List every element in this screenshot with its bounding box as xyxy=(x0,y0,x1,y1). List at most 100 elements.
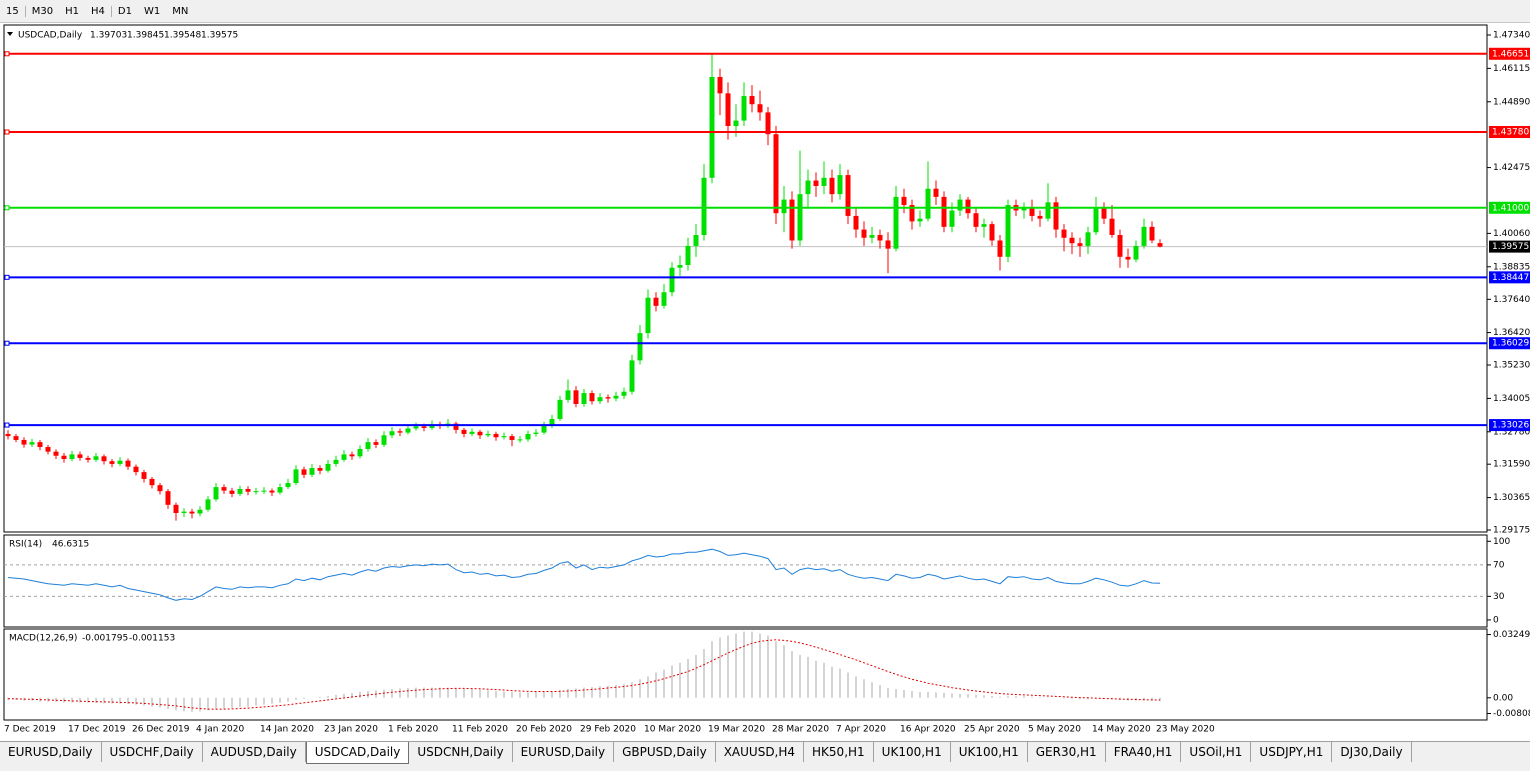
timeframe-button[interactable]: M30 xyxy=(24,5,59,17)
candle-body xyxy=(149,478,155,486)
candle-body xyxy=(581,393,587,404)
chart-tab[interactable]: HK50,H1 xyxy=(804,742,874,762)
chart-tab[interactable]: DJ30,Daily xyxy=(1332,742,1412,762)
candle-body xyxy=(229,490,235,494)
y-tick-label: 1.37640 xyxy=(1493,295,1530,305)
level-handle xyxy=(4,129,10,135)
candle-body xyxy=(157,485,163,492)
candle-body xyxy=(1069,237,1075,244)
candle-body xyxy=(325,463,331,471)
y-tick-label: 1.32780 xyxy=(1493,427,1530,437)
candle-body xyxy=(21,439,27,445)
candle-body xyxy=(949,210,955,227)
x-tick-label: 5 May 2020 xyxy=(1028,725,1081,735)
candle-body xyxy=(637,333,643,361)
level-label-box xyxy=(1489,126,1530,139)
timeframe-button[interactable]: W1 xyxy=(143,5,161,17)
y-tick-label: 1.29175 xyxy=(1493,526,1530,536)
chart-tab[interactable]: USDCHF,Daily xyxy=(102,742,203,762)
candle-body xyxy=(853,215,859,230)
indicator-value: -0.001795 xyxy=(82,634,128,644)
candle-body xyxy=(301,469,307,475)
header-price: 1.39548 xyxy=(164,31,201,41)
chart-tabs: EURUSD,Daily USDCHF,Daily AUDUSD,Daily USDC… xyxy=(0,741,1530,771)
candle-body xyxy=(1125,256,1131,260)
candle-body xyxy=(453,423,459,430)
chart-tab[interactable]: USDCAD,Daily xyxy=(305,742,410,764)
header-price: 1.39703 xyxy=(90,31,127,41)
candle-body xyxy=(333,459,339,464)
x-tick-label: 10 Mar 2020 xyxy=(644,725,701,735)
candle-body xyxy=(749,96,755,105)
chart-tab[interactable]: GBPUSD,Daily xyxy=(614,742,716,762)
candle-body xyxy=(13,436,19,440)
candle-body xyxy=(797,194,803,241)
chart-tab[interactable]: USDJPY,H1 xyxy=(1251,742,1333,762)
candle-body xyxy=(957,199,963,211)
chart-window: 1.47340 1.46115 1.44890 1.42475 1.40060 1.388… xyxy=(3,24,1530,735)
chart-tab[interactable]: UK100,H1 xyxy=(874,742,951,762)
candle-body xyxy=(597,397,603,402)
chart-tab[interactable]: USDCNH,Daily xyxy=(409,742,513,762)
candle-body xyxy=(1141,226,1147,246)
candle-body xyxy=(101,456,107,462)
chart-tab[interactable]: EURUSD,Daily xyxy=(513,742,615,762)
y-tick-label: 1.31590 xyxy=(1493,460,1530,470)
candle-body xyxy=(165,491,171,505)
candle-body xyxy=(1005,205,1011,257)
chart-tab[interactable]: EURUSD,Daily xyxy=(0,742,102,762)
x-tick-label: 4 Jan 2020 xyxy=(196,725,244,735)
candle-body xyxy=(533,432,539,434)
candle-body xyxy=(741,96,747,121)
candle-body xyxy=(501,436,507,438)
level-label-box xyxy=(1489,47,1530,60)
candle-body xyxy=(1037,215,1043,219)
indicator-header: RSI(14) xyxy=(9,540,42,550)
chart-tab[interactable]: GER30,H1 xyxy=(1028,742,1106,762)
candle-body xyxy=(221,487,227,491)
candle-body xyxy=(317,468,323,471)
candle-body xyxy=(261,490,267,492)
candle-body xyxy=(1053,202,1059,230)
level-label-box xyxy=(1489,201,1530,214)
y-tick-label: 100 xyxy=(1493,537,1510,547)
candle-body xyxy=(125,460,131,467)
candle-body xyxy=(1149,226,1155,241)
candle-body xyxy=(693,235,699,246)
candle-body xyxy=(517,439,523,441)
candle-body xyxy=(829,177,835,195)
candle-body xyxy=(413,426,419,429)
chart-tab[interactable]: USOil,H1 xyxy=(1181,742,1252,762)
candle-body xyxy=(285,483,291,488)
candle-body xyxy=(677,264,683,268)
timeframe-button[interactable]: 15 xyxy=(6,5,19,17)
y-tick-label: 1.42475 xyxy=(1493,163,1530,173)
chart-tab[interactable]: XAUUSD,H4 xyxy=(716,742,805,762)
candle-body xyxy=(1109,218,1115,236)
level-label-box xyxy=(1489,337,1530,350)
candle-body xyxy=(909,205,915,222)
candle-body xyxy=(917,218,923,222)
chart-tab[interactable]: FRA40,H1 xyxy=(1106,742,1182,762)
candle-body xyxy=(189,511,195,514)
candle-body xyxy=(661,292,667,306)
chart-tab[interactable]: UK100,H1 xyxy=(951,742,1028,762)
signal-line xyxy=(7,639,1161,710)
timeframe-button[interactable]: H1 xyxy=(65,5,79,17)
candle-body xyxy=(485,433,491,436)
timeframe-button[interactable]: MN xyxy=(172,5,189,17)
level-label: 1.33026 xyxy=(1492,421,1529,431)
x-tick-label: 29 Feb 2020 xyxy=(580,725,636,735)
candle-body xyxy=(789,199,795,241)
candle-body xyxy=(813,180,819,186)
timeframe-button[interactable]: H4 xyxy=(90,5,105,17)
candle-body xyxy=(981,224,987,227)
level-label: 1.38447 xyxy=(1492,273,1529,283)
chart-header: USDCAD,Daily xyxy=(18,31,83,41)
y-tick-label: 0.032493 xyxy=(1493,630,1530,640)
chart-tab[interactable]: AUDUSD,Daily xyxy=(203,742,306,762)
candle-body xyxy=(733,120,739,127)
x-tick-label: 23 Jan 2020 xyxy=(324,725,378,735)
timeframe-button[interactable]: D1 xyxy=(110,5,138,17)
